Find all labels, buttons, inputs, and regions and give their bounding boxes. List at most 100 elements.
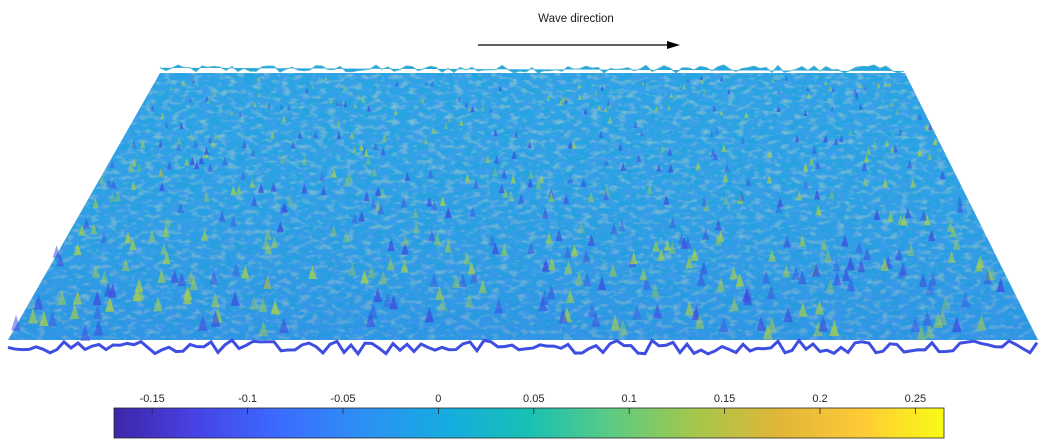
- surface-crest: [99, 174, 105, 184]
- surface-trough: [798, 270, 807, 285]
- surface-crest: [485, 154, 491, 164]
- colorbar-tick-label: 0.2: [812, 393, 827, 405]
- colorbar-tick-labels: -0.15 -0.1 -0.05 0 0.05 0.1 0.15 0.2 0.25: [140, 393, 926, 405]
- surface-crest: [400, 259, 409, 273]
- surface-crest: [330, 224, 338, 237]
- surface-trough: [951, 316, 962, 333]
- surface-crest: [235, 185, 242, 195]
- surface-crest: [610, 314, 621, 331]
- surface-trough: [424, 81, 428, 87]
- surface-crest: [737, 193, 744, 205]
- surface-trough: [832, 271, 842, 286]
- surface-crest: [329, 97, 334, 104]
- surface-crest: [722, 194, 729, 205]
- surface-crest: [210, 139, 216, 148]
- surface-crest: [130, 180, 137, 191]
- surface-crest: [768, 249, 777, 262]
- surface-trough: [775, 202, 783, 213]
- surface-crest: [806, 93, 811, 99]
- surface-trough: [527, 140, 533, 149]
- surface-crest: [923, 214, 931, 226]
- surface-crest: [952, 237, 961, 250]
- surface-crest: [802, 162, 809, 172]
- surface-crest: [342, 85, 347, 91]
- surface-trough: [207, 163, 213, 173]
- surface-trough: [669, 217, 677, 229]
- surface-trough: [541, 208, 549, 219]
- surface-trough: [92, 290, 102, 306]
- surface-crest: [947, 250, 956, 263]
- surface-crest: [279, 154, 286, 164]
- surface-trough: [488, 107, 493, 114]
- surface-crest: [545, 231, 553, 244]
- surface-trough: [766, 284, 776, 300]
- surface-trough: [818, 316, 829, 332]
- surface-trough: [925, 280, 935, 295]
- surface-trough: [853, 88, 857, 94]
- surface-crest: [798, 301, 808, 317]
- surface-crest: [815, 204, 822, 216]
- surface-trough: [712, 105, 717, 112]
- surface-trough: [652, 303, 663, 319]
- surface-trough: [210, 311, 221, 327]
- surface-crest: [423, 136, 429, 145]
- surface-trough: [636, 153, 642, 163]
- surface-crest: [264, 102, 269, 109]
- surface-crest: [301, 156, 307, 166]
- surface-crest: [213, 132, 219, 140]
- surface-crest: [282, 115, 287, 122]
- surface-trough: [811, 145, 817, 154]
- surface-trough: [895, 247, 904, 261]
- surface-trough: [918, 273, 928, 287]
- surface-crest: [358, 143, 364, 151]
- surface-trough: [718, 316, 729, 333]
- surface-trough: [469, 206, 476, 217]
- surface-trough: [276, 221, 285, 233]
- surface-trough: [494, 298, 504, 314]
- surface-trough: [189, 156, 195, 166]
- surface-crest: [500, 243, 509, 256]
- surface-trough: [712, 151, 719, 161]
- surface-crest: [169, 85, 173, 91]
- surface-crest: [762, 323, 773, 340]
- surface-crest: [324, 75, 328, 81]
- surface-trough: [567, 174, 574, 184]
- surface-trough: [813, 189, 821, 200]
- surface-trough: [699, 261, 708, 275]
- surface-crest: [933, 312, 944, 328]
- surface-trough: [811, 263, 821, 277]
- surface-crest: [507, 190, 515, 201]
- surface-crest: [695, 161, 701, 170]
- surface-trough: [469, 269, 479, 284]
- surface-crest: [249, 295, 259, 310]
- surface-crest: [889, 145, 895, 153]
- surface-crest: [349, 131, 355, 139]
- surface-crest: [510, 174, 517, 184]
- surface-trough: [927, 123, 933, 131]
- surface-crest: [796, 190, 803, 201]
- surface-trough: [335, 100, 340, 107]
- surface-trough: [218, 210, 226, 222]
- surface-trough: [546, 284, 556, 300]
- surface-crest: [478, 279, 488, 294]
- surface-crest: [287, 195, 294, 206]
- surface-trough: [643, 78, 647, 84]
- surface-crest: [336, 119, 341, 127]
- surface-trough: [803, 109, 808, 116]
- surface-crest: [927, 151, 933, 160]
- surface-crest: [502, 187, 509, 198]
- surface-trough: [205, 95, 209, 102]
- surface-crest: [547, 257, 556, 271]
- surface-crest: [702, 90, 707, 96]
- surface-crest: [311, 83, 315, 89]
- surface-crest: [716, 277, 726, 292]
- surface-crest: [663, 238, 672, 251]
- surface-trough: [80, 324, 91, 341]
- surface-trough: [740, 136, 746, 144]
- surface-trough: [802, 179, 809, 190]
- surface-crest: [987, 266, 997, 281]
- surface-trough: [395, 81, 399, 87]
- surface-trough: [854, 91, 859, 97]
- surface-trough: [230, 215, 238, 227]
